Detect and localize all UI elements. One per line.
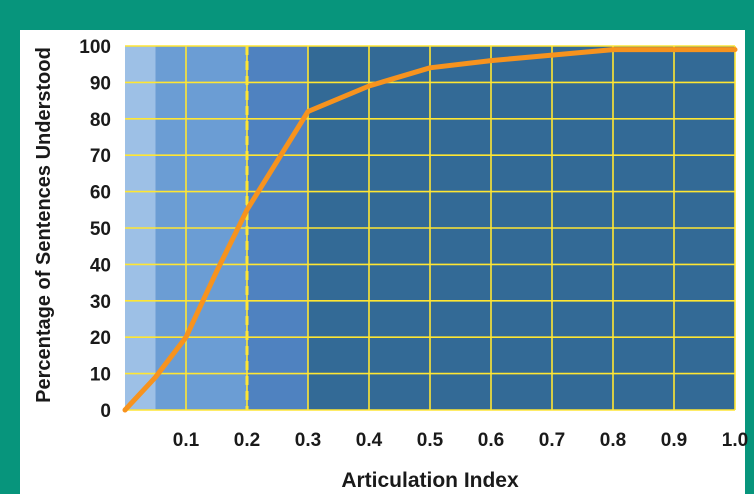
y-tick-label: 100 — [79, 37, 111, 58]
x-tick-label: 0.3 — [295, 430, 321, 451]
frame-top-bar — [0, 0, 754, 30]
y-tick-label: 10 — [90, 365, 111, 386]
y-tick-label: 30 — [90, 292, 111, 313]
x-tick-label: 0.4 — [356, 430, 383, 451]
frame-left-bar — [0, 0, 20, 494]
y-tick-label: 80 — [90, 110, 111, 131]
y-tick-label: 40 — [90, 255, 111, 276]
x-tick-label: 0.1 — [173, 430, 200, 451]
frame-right-bar — [745, 0, 754, 494]
x-tick-label: 0.9 — [661, 430, 687, 451]
series-line-1 — [122, 47, 738, 413]
y-tick-label: 50 — [90, 219, 111, 240]
x-tick-label: 1.0 — [722, 430, 748, 451]
x-tick-label: 0.5 — [417, 430, 444, 451]
y-tick-label: 90 — [90, 73, 111, 94]
y-tick-label: 0 — [100, 401, 111, 422]
y-tick-label: 60 — [90, 183, 111, 204]
x-tick-label: 0.6 — [478, 430, 504, 451]
x-tick-label: 0.7 — [539, 430, 565, 451]
y-tick-label: 70 — [90, 146, 111, 167]
y-axis-label: Percentage of Sentences Understood — [33, 47, 55, 403]
x-axis-label: Articulation Index — [341, 469, 519, 492]
y-tick-label: 20 — [90, 328, 111, 349]
x-tick-label: 0.8 — [600, 430, 626, 451]
x-tick-label: 0.2 — [234, 430, 260, 451]
